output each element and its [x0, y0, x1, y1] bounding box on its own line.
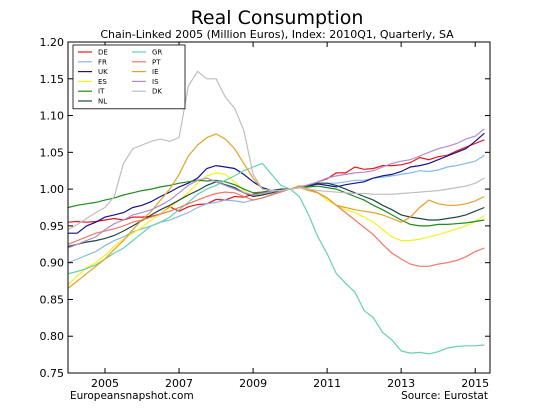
footer-website: Europeansnapshot.com	[70, 390, 194, 402]
legend-label-de: DE	[98, 49, 108, 57]
legend-label-nl: NL	[98, 98, 107, 106]
y-tick-label: 0.95	[40, 220, 65, 233]
y-tick-label: 1.00	[40, 183, 65, 196]
legend-label-uk: UK	[98, 68, 108, 76]
legend-box	[72, 44, 186, 110]
y-tick-label: 1.05	[40, 146, 65, 159]
series-line-nl	[67, 181, 485, 248]
legend-label-dk: DK	[152, 88, 162, 96]
legend-label-is: IS	[152, 78, 159, 86]
legend-label-ie: IE	[152, 68, 159, 76]
y-tick-label: 1.20	[40, 36, 65, 49]
legend-label-gr: GR	[152, 49, 162, 57]
footer-source: Source: Eurostat	[401, 390, 488, 402]
y-tick-label: 0.80	[40, 330, 65, 343]
legend-label-pt: PT	[152, 58, 161, 66]
series-line-pt	[67, 185, 485, 267]
series-line-ie	[67, 133, 485, 289]
series-line-gr	[67, 162, 485, 355]
x-tick-label: 2007	[165, 377, 193, 390]
x-tick-label: 2011	[313, 377, 341, 390]
y-tick-label: 0.90	[40, 257, 65, 270]
legend-label-fr: FR	[98, 58, 107, 66]
y-tick-label: 0.75	[40, 367, 65, 380]
y-tick-label: 0.85	[40, 293, 65, 306]
x-tick-label: 2013	[387, 377, 415, 390]
series-line-is	[67, 128, 485, 249]
plot-area-frame	[67, 41, 491, 374]
legend-label-es: ES	[98, 78, 107, 86]
chart-subtitle: Chain-Linked 2005 (Million Euros), Index…	[100, 28, 454, 41]
x-tick-label: 2015	[461, 377, 489, 390]
y-tick-label: 1.15	[40, 73, 65, 86]
series-line-dk	[67, 70, 485, 231]
series-layer	[67, 70, 485, 355]
legend-label-it: IT	[98, 88, 105, 96]
x-tick-label: 2009	[239, 377, 267, 390]
x-tick-label: 2005	[91, 377, 119, 390]
axis-ticks: 0.75 0.80 0.85 0.90 0.95 1.00 1.05 1.10 1.15 1.20…	[40, 36, 490, 390]
chart-title: Real Consumption	[191, 7, 364, 29]
y-tick-label: 1.10	[40, 110, 65, 123]
